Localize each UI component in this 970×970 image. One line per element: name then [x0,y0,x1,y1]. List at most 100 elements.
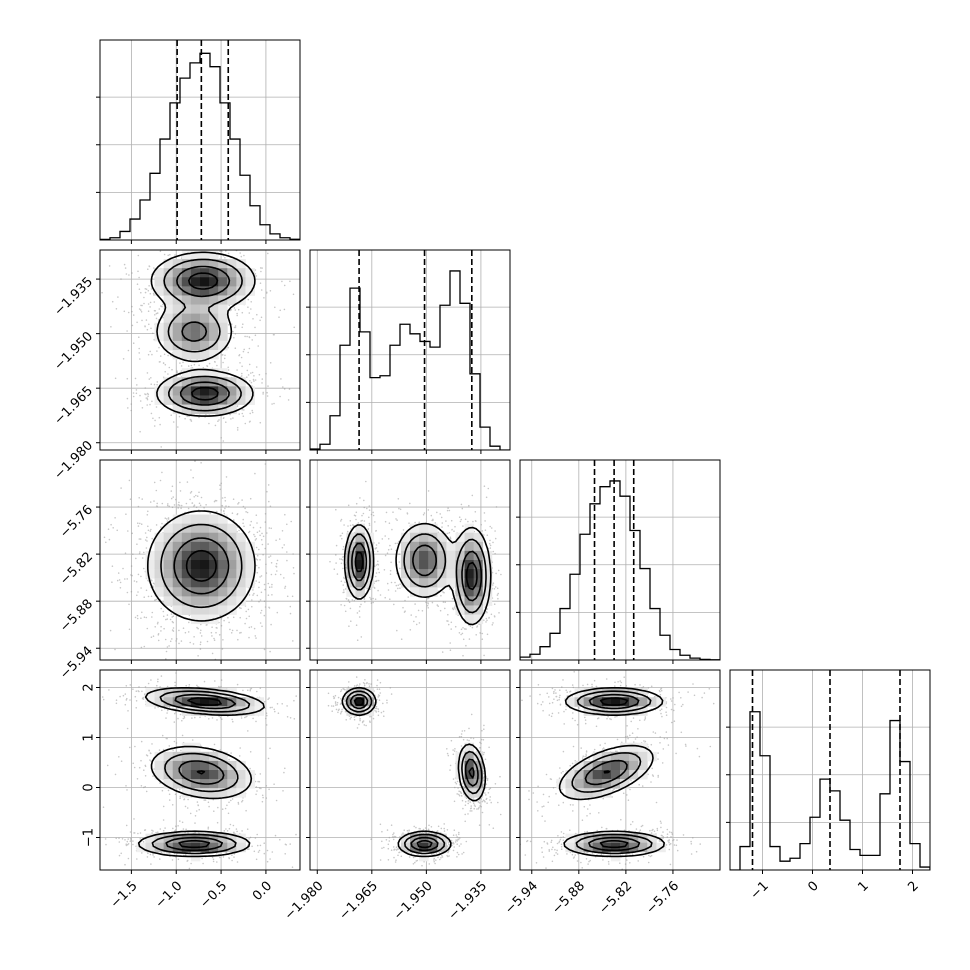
density-contour [173,537,230,595]
hist-bar [580,534,590,660]
density-contour [584,693,641,852]
hist-bar [130,219,140,240]
hist-bar [760,756,770,870]
hist-bar [780,861,790,870]
x-tick-label: −5.94 [502,879,541,918]
hist-bar [360,332,370,450]
x-tick-label: 0 [805,879,821,895]
density-contour [343,522,492,626]
density-contour [351,542,483,602]
density-contour [176,265,231,406]
y-tick-label: −1 [82,828,97,847]
y-tick-label: −1.965 [51,384,96,429]
hist-bar [440,305,450,450]
hist-bar [180,78,190,240]
hist-bar [210,67,220,240]
hist-bar [640,569,650,660]
hist-bar [400,324,410,450]
density-contour [599,697,629,849]
joint-panel-1-0 [96,249,301,454]
hist-bar [850,849,860,870]
density-contour [571,690,653,855]
joint-panel-2-0 [96,459,301,664]
hist-bar [430,347,440,450]
hist-bar [260,225,270,240]
hist-bar [650,609,660,660]
x-tick-label: −1.980 [282,879,327,924]
x-tick-label: −5.82 [596,879,635,918]
joint-panel-2-1 [306,459,511,664]
marginal-panel-0 [96,39,301,244]
y-tick-label: −5.82 [57,550,96,589]
panel-frame [309,249,511,451]
density-contour [353,697,475,849]
hist-bar [810,817,820,870]
density-contour [558,687,665,858]
panel-frame [519,459,721,661]
density-contour [165,693,237,852]
hist-bar [880,794,890,870]
hist-bar [860,855,870,870]
joint-panel-3-2 [516,669,721,874]
x-tick-label: 2 [905,879,921,895]
density-contour [151,690,251,855]
x-tick-label: −1 [748,879,772,903]
hist-bar [450,271,460,450]
density-contour [163,258,243,412]
histogram-outline [730,711,930,870]
hist-bar [570,574,580,660]
density-contour [354,551,478,591]
y-tick-label: −1.980 [51,438,96,483]
joint-panel-3-1 [306,669,511,874]
y-tick-label: −5.76 [57,502,96,541]
density-contour [160,523,243,609]
hist-bar [460,303,470,450]
panel-frame [729,669,931,871]
hist-bar [660,635,670,660]
x-tick-label: 1 [855,879,871,895]
density-contour [349,693,479,852]
y-tick-label: −1.935 [51,275,96,320]
hist-bar [630,530,640,660]
hist-bar [230,139,240,240]
hist-bar [270,234,280,240]
panel-frame [99,459,301,661]
density-contour [347,533,487,614]
density-contour [150,251,256,417]
x-tick-label: −1.5 [108,879,141,912]
hist-bar [120,231,130,240]
hist-bar [170,103,180,240]
x-tick-label: −1.0 [153,879,186,912]
hist-bar [410,334,420,450]
density-contour [188,272,219,401]
hist-bar [610,481,620,660]
hist-bar [620,496,630,660]
y-tick-label: −5.88 [57,597,96,636]
hist-bar [600,487,610,660]
density-contour [345,690,483,855]
hist-bar [820,779,830,870]
hist-bar [190,63,200,240]
hist-bar [870,855,880,870]
histogram-outline [310,270,510,450]
marginal-panel-1 [306,249,511,454]
hist-bar [670,650,680,660]
panel-frame [309,459,511,661]
hist-bar [320,444,330,450]
density-contour [185,549,217,582]
histogram-outline [520,480,720,660]
hist-bar [340,345,350,450]
hist-bar [370,378,380,450]
panel-frame [309,669,511,871]
density-contour [341,687,487,858]
hist-bar [380,376,390,450]
panel-frame [99,669,301,871]
hist-bar [750,712,760,870]
hist-bar [840,820,850,870]
hist-bar [560,609,570,660]
density-contour [147,510,256,622]
histogram-outline [100,52,300,240]
hist-bar [480,427,490,450]
y-tick-label: −1.950 [51,329,96,374]
